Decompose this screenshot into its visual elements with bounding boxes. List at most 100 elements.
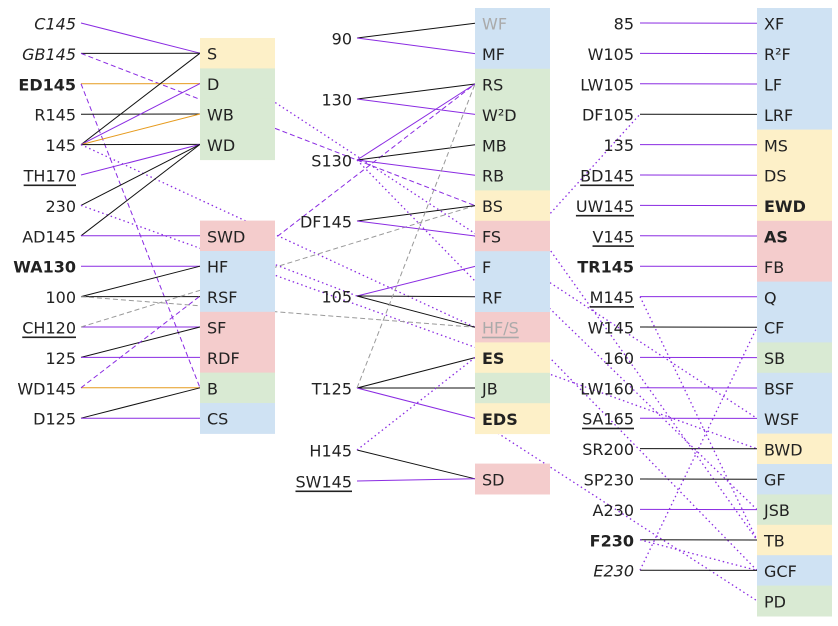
box-label: MF — [482, 45, 505, 64]
box-fill — [200, 98, 275, 130]
box-fill — [757, 342, 832, 374]
link-145-to-d — [80, 83, 201, 146]
link-230-to-bwd — [80, 204, 758, 450]
box-lf: LF — [757, 68, 832, 100]
link-s130-to-rs — [356, 83, 476, 161]
box-hf: HF — [200, 251, 275, 282]
link-230-to-wd — [80, 143, 201, 206]
box-label: SF — [207, 319, 226, 338]
box-ds: DS — [757, 160, 832, 191]
box-fill — [475, 68, 550, 100]
link-h145-to-sd — [356, 449, 476, 480]
code-label-160: 160 — [603, 349, 634, 368]
code-label-gb145: GB145 — [22, 45, 76, 64]
box-fill — [757, 524, 832, 556]
box-fill — [475, 220, 550, 252]
box-label: WD — [207, 136, 235, 155]
box-bs: BS — [475, 190, 550, 222]
code-label-wa130: WA130 — [13, 258, 76, 277]
link-t125-to-rs — [356, 83, 476, 389]
code-label-uw145: UW145 — [576, 197, 634, 216]
link-t125-to-es — [356, 357, 476, 389]
code-label-90: 90 — [332, 30, 352, 49]
link-105-to-rf — [356, 295, 476, 298]
box-wf: WF — [475, 8, 550, 39]
box-fill — [475, 38, 550, 70]
box-lrf: LRF — [757, 99, 832, 131]
box-fill — [757, 251, 832, 283]
category-boxes: SDWBWDSWDHFRSFSFRDFBCSWFMFRSW²DMBRBBSFSF… — [200, 8, 832, 617]
box-b: B — [200, 372, 275, 404]
box-sf: SF — [200, 311, 275, 343]
box-fill — [757, 433, 832, 465]
box-sb: SB — [757, 342, 832, 374]
code-label-145: 145 — [45, 136, 76, 155]
box-fill — [475, 8, 550, 39]
box-label: CS — [207, 410, 228, 429]
box-label: FB — [764, 258, 784, 277]
box-label: RF — [482, 288, 502, 307]
box-rsf: RSF — [200, 281, 275, 313]
box-fill — [757, 312, 832, 343]
box-fill — [200, 129, 275, 161]
box-fill — [200, 251, 275, 282]
box-r2f: R²F — [757, 38, 832, 70]
box-bwd: BWD — [757, 433, 832, 465]
box-fill — [475, 403, 550, 435]
box-label: LRF — [764, 106, 793, 125]
box-label: WB — [207, 106, 234, 125]
box-s: S — [200, 38, 275, 69]
link-df145-to-bs — [356, 205, 476, 222]
box-label: HF — [207, 258, 228, 277]
box-label: RS — [482, 76, 503, 95]
code-label-th170: TH170 — [23, 167, 76, 186]
code-label-130: 130 — [321, 91, 352, 110]
box-tb: TB — [757, 524, 832, 556]
box-label: EWD — [764, 197, 806, 216]
box-fill — [475, 190, 550, 222]
code-labels: C145 GB145 ED145 R145 145 TH170 230 AD145 WA130 1… — [13, 15, 634, 581]
code-label-tr145: TR145 — [577, 258, 634, 277]
code-label-df105: DF105 — [582, 106, 634, 125]
box-label: SWD — [207, 227, 245, 246]
link-d125-to-b — [80, 387, 201, 419]
link-90-to-mf — [356, 37, 476, 55]
box-label: XF — [764, 15, 784, 34]
box-ewd: EWD — [757, 190, 832, 222]
code-label-t125: T125 — [311, 380, 352, 399]
box-label: RB — [482, 167, 504, 186]
box-label: JSB — [763, 501, 790, 520]
link-105-to-hfs — [356, 295, 476, 328]
link-df145-to-fs — [356, 220, 476, 237]
link-s130-to-mb — [356, 144, 476, 161]
box-label: BSF — [764, 380, 794, 399]
box-fill — [475, 99, 550, 131]
box-label: FS — [482, 228, 501, 247]
box-label: GCF — [764, 562, 797, 581]
link-t125-to-eds — [356, 387, 476, 419]
box-fill — [757, 372, 832, 404]
box-gcf: GCF — [757, 555, 832, 587]
box-fill — [200, 68, 275, 100]
box-fill — [475, 129, 550, 161]
box-fill — [757, 99, 832, 131]
box-label: SB — [764, 349, 785, 368]
box-mf: MF — [475, 38, 550, 70]
box-jsb: JSB — [757, 494, 832, 526]
code-label-w145: W145 — [588, 319, 634, 338]
code-label-230: 230 — [45, 197, 76, 216]
box-label: WSF — [764, 410, 799, 429]
box-label: GF — [764, 471, 786, 490]
code-label-105: 105 — [321, 288, 352, 307]
box-es: ES — [475, 342, 550, 374]
box-fill — [200, 38, 275, 69]
box-fs: FS — [475, 220, 550, 252]
box-label: EDS — [482, 410, 518, 429]
box-w2d: W²D — [475, 99, 550, 131]
link-105-to-f — [356, 265, 476, 297]
box-fill — [475, 342, 550, 374]
code-label-ch120: CH120 — [22, 319, 76, 338]
box-label: AS — [764, 228, 788, 247]
box-eds: EDS — [475, 403, 550, 435]
link-f230-to-gcf — [639, 539, 758, 572]
